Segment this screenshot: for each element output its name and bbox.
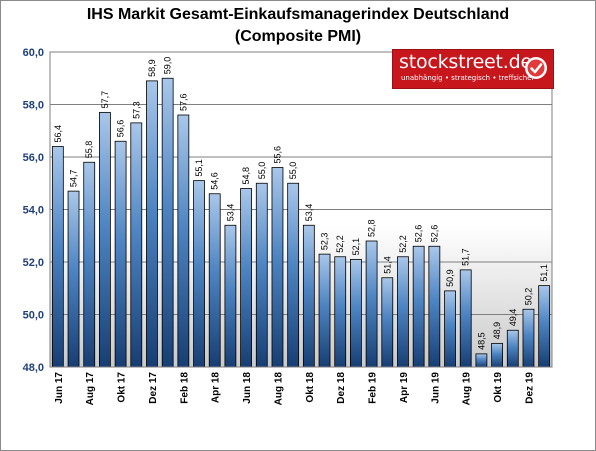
data-label: 57,6 <box>178 93 188 111</box>
bar <box>302 224 315 368</box>
data-label: 49,4 <box>508 309 518 327</box>
data-label: 55,0 <box>288 162 298 180</box>
x-tick-label: Apr 19 <box>399 372 410 404</box>
bar <box>412 245 425 368</box>
bar <box>381 277 394 368</box>
data-label: 48,5 <box>476 332 486 350</box>
data-label: 53,4 <box>304 204 314 222</box>
bar <box>208 193 221 368</box>
bar <box>271 167 284 368</box>
bar <box>83 161 96 368</box>
data-label: 48,9 <box>492 322 502 340</box>
data-label: 55,1 <box>194 159 204 177</box>
logo-subtext: unabhängig • strategisch • treffsicher <box>401 74 535 82</box>
y-tick-label: 50,0 <box>23 310 44 322</box>
data-label: 50,2 <box>523 288 533 306</box>
data-label: 57,3 <box>131 101 141 119</box>
bar <box>99 111 111 368</box>
bar <box>67 190 80 368</box>
bar <box>491 342 503 368</box>
x-tick-label: Feb 19 <box>368 372 379 404</box>
data-label: 55,0 <box>257 162 267 180</box>
stockstreet-logo: stockstreet.de unabhängig • strategisch … <box>392 49 554 89</box>
data-label: 52,1 <box>351 238 361 256</box>
data-label: 51,1 <box>539 264 549 282</box>
data-label: 55,8 <box>84 141 94 159</box>
bar <box>475 353 488 368</box>
x-tick-label: Jun 19 <box>430 372 441 404</box>
bar <box>193 180 205 368</box>
data-label: 50,9 <box>445 269 455 287</box>
data-label: 56,6 <box>116 120 126 138</box>
x-tick-label: Dez 17 <box>148 372 159 404</box>
bar <box>444 290 456 368</box>
y-tick-label: 56,0 <box>23 152 44 164</box>
data-label: 52,2 <box>335 235 345 253</box>
bar <box>287 182 300 368</box>
x-tick-label: Feb 18 <box>179 372 190 404</box>
x-tick-label: Aug 18 <box>273 372 284 406</box>
x-tick-label: Jun 18 <box>242 372 253 404</box>
data-label: 52,6 <box>429 225 439 243</box>
plot-border <box>49 51 553 368</box>
x-tick-label: Jun 17 <box>54 372 65 404</box>
y-tick-label: 58,0 <box>23 100 44 112</box>
data-label: 57,7 <box>100 91 110 109</box>
x-tick-label: Okt 17 <box>117 372 128 403</box>
chart-title: IHS Markit Gesamt-Einkaufsmanagerindex D… <box>0 4 596 48</box>
bar <box>428 245 441 368</box>
data-label: 54,6 <box>210 172 220 190</box>
bar <box>146 80 158 368</box>
x-tick-label: Aug 17 <box>85 372 96 406</box>
y-tick-label: 48,0 <box>23 362 44 374</box>
x-tick-label: Apr 18 <box>211 372 222 404</box>
bar <box>397 256 409 368</box>
chart-title-line2: (Composite PMI) <box>234 28 362 45</box>
bar <box>161 77 174 368</box>
y-tick-label: 60,0 <box>23 47 44 59</box>
data-label: 59,0 <box>163 57 173 75</box>
bar <box>538 285 551 368</box>
logo-text: stockstreet.de <box>399 51 532 73</box>
data-label: 54,8 <box>241 167 251 185</box>
x-tick-label: Okt 18 <box>305 372 316 403</box>
chart-title-line1: IHS Markit Gesamt-Einkaufsmanagerindex D… <box>86 6 510 23</box>
bar <box>522 308 535 368</box>
y-tick-label: 54,0 <box>23 205 44 217</box>
data-label: 52,3 <box>320 233 330 251</box>
bar <box>365 240 378 368</box>
data-label: 58,9 <box>147 59 157 77</box>
data-label: 52,6 <box>414 225 424 243</box>
bar <box>240 188 252 368</box>
bar <box>114 140 127 368</box>
data-label: 55,6 <box>272 146 282 164</box>
bar <box>255 182 268 368</box>
data-label: 54,7 <box>69 170 79 188</box>
x-tick-label: Dez 19 <box>524 372 535 404</box>
y-tick-label: 52,0 <box>23 257 44 269</box>
bar <box>459 269 472 368</box>
checkmark-icon <box>525 57 547 79</box>
data-label: 56,4 <box>53 125 63 143</box>
x-tick-label: Dez 18 <box>336 372 347 404</box>
data-label: 53,4 <box>225 204 235 222</box>
data-label: 52,2 <box>398 235 408 253</box>
bar <box>334 256 347 368</box>
bar <box>506 329 519 368</box>
bar <box>350 258 362 368</box>
bar <box>224 224 237 368</box>
x-tick-label: Aug 19 <box>462 372 473 406</box>
bar <box>318 253 331 368</box>
bar <box>177 114 190 368</box>
bar <box>51 146 64 368</box>
x-tick-label: Okt 19 <box>493 372 504 403</box>
data-label: 51,7 <box>461 248 471 266</box>
bar <box>130 122 143 368</box>
data-label: 52,8 <box>367 219 377 237</box>
data-label: 51,4 <box>382 256 392 274</box>
